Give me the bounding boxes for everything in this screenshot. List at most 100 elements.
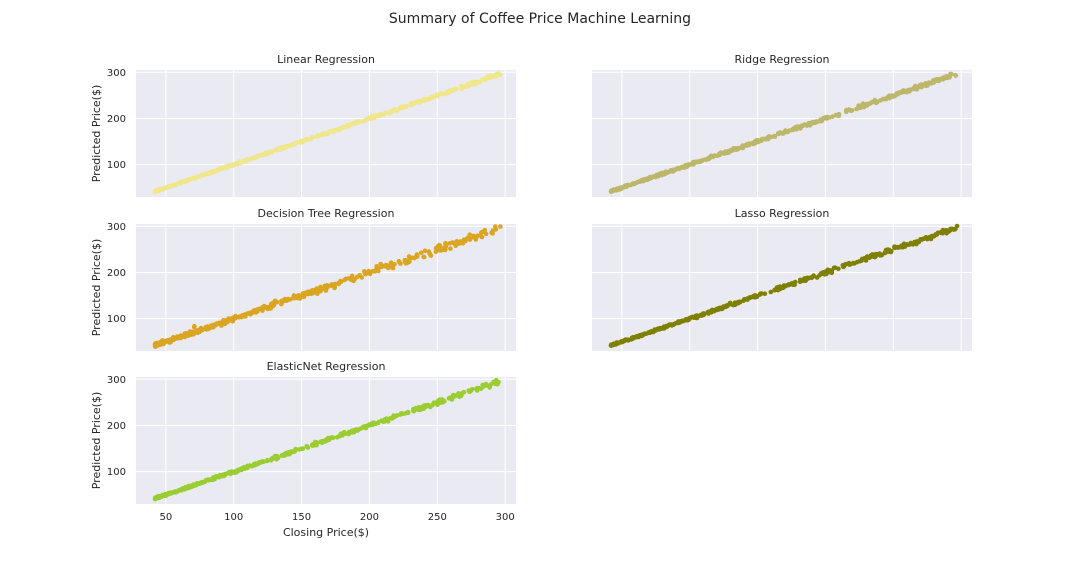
scatter-point (405, 260, 411, 265)
scatter-points (608, 223, 960, 349)
scatter-point (231, 163, 236, 168)
scatter-point (286, 451, 291, 457)
scatter-point (755, 138, 761, 143)
scatter-point (326, 437, 332, 443)
scatter-point (912, 85, 917, 91)
scatter-point (182, 331, 188, 336)
scatter-point (291, 293, 297, 298)
scatter-point (709, 309, 715, 314)
scatter-point (794, 127, 799, 132)
scatter-point (692, 315, 697, 321)
scatter-point (953, 73, 958, 78)
scatter-point (790, 127, 796, 133)
scatter-point (170, 490, 175, 495)
scatter-point (380, 111, 386, 117)
scatter-point (613, 188, 619, 193)
y-axis-label: Predicted Price($) (90, 392, 103, 490)
scatter-point (883, 96, 888, 102)
y-axis-label: Predicted Price($) (90, 239, 103, 337)
y-tick-label: 100 (107, 467, 126, 478)
scatter-point (208, 477, 213, 483)
scatter-point (300, 446, 306, 452)
scatter-point (194, 174, 200, 179)
scatter-point (340, 125, 345, 130)
y-tick-label: 100 (107, 314, 126, 325)
scatter-point (429, 95, 434, 100)
scatter-point (223, 165, 229, 171)
scatter-point (375, 420, 381, 426)
scatter-point (650, 174, 655, 179)
scatter-point (325, 283, 330, 289)
scatter-point (387, 110, 393, 116)
scatter-point (364, 423, 369, 429)
scatter-point (746, 142, 752, 148)
scatter-point (303, 290, 308, 296)
scatter-point (323, 288, 329, 293)
scatter-point (338, 431, 343, 437)
subplot-2: Ridge Regression (592, 53, 972, 197)
scatter-point (315, 288, 321, 293)
scatter-point (186, 485, 192, 491)
scatter-point (301, 294, 307, 300)
scatter-point (409, 101, 415, 107)
scatter-point (481, 229, 487, 234)
scatter-point (752, 140, 757, 146)
scatter-point (917, 82, 923, 88)
scatter-point (473, 237, 479, 242)
scatter-point (938, 76, 943, 82)
scatter-point (362, 269, 367, 274)
scatter-point (610, 342, 615, 347)
scatter-point (428, 252, 433, 258)
scatter-point (857, 259, 862, 264)
scatter-point (192, 482, 197, 488)
scatter-point (645, 176, 651, 182)
scatter-point (665, 170, 671, 175)
scatter-point (836, 112, 842, 118)
scatter-point (157, 187, 163, 193)
scatter-point (723, 304, 728, 309)
scatter-point (271, 455, 277, 461)
scatter-point (357, 272, 363, 278)
scatter-point (191, 329, 196, 335)
x-axis-label: Closing Price($) (283, 526, 369, 539)
scatter-point (433, 245, 439, 251)
scatter-point (392, 107, 397, 112)
scatter-point (828, 269, 833, 275)
scatter-point (239, 314, 244, 320)
scatter-point (671, 167, 676, 172)
scatter-point (438, 247, 444, 252)
scatter-point (858, 105, 863, 111)
scatter-point (914, 239, 920, 244)
scatter-point (171, 337, 176, 343)
scatter-point (243, 314, 248, 319)
scatter-point (198, 173, 204, 179)
scatter-point (391, 415, 397, 420)
scatter-point (238, 159, 244, 165)
x-tick-label: 200 (360, 512, 379, 523)
scatter-point (330, 283, 335, 289)
scatter-points (152, 224, 503, 350)
figure-title: Summary of Coffee Price Machine Learning (389, 11, 691, 27)
scatter-point (446, 89, 452, 95)
scatter-point (766, 134, 772, 139)
x-tick-label: 150 (292, 512, 311, 523)
scatter-points (152, 71, 503, 195)
scatter-point (247, 311, 253, 317)
scatter-point (383, 263, 389, 269)
scatter-point (336, 281, 342, 287)
scatter-point (698, 159, 703, 164)
scatter-point (745, 296, 750, 301)
scatter-point (433, 249, 439, 254)
scatter-point (423, 403, 429, 408)
scatter-point (413, 254, 419, 259)
x-tick-label: 250 (428, 512, 447, 523)
scatter-point (355, 120, 360, 125)
y-tick-label: 200 (107, 114, 126, 125)
scatter-point (202, 172, 208, 177)
y-tick-label: 200 (107, 268, 126, 279)
scatter-point (683, 163, 689, 168)
scatter-point (179, 334, 184, 340)
scatter-point (774, 285, 780, 290)
scatter-point (783, 128, 788, 133)
